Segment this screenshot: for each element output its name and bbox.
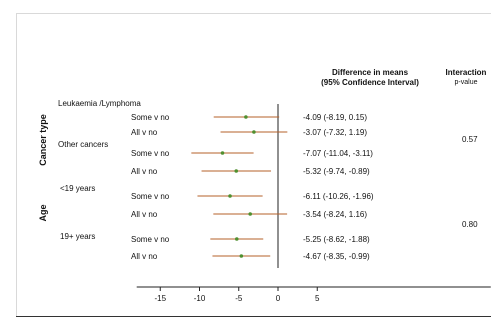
row-label: Some v no xyxy=(131,192,170,201)
point-estimate xyxy=(234,237,239,241)
point-estimate xyxy=(234,169,239,173)
point-estimate xyxy=(220,151,225,155)
subgroup-label: <19 years xyxy=(60,184,95,193)
subgroup-label: 19+ years xyxy=(60,232,95,241)
estimate-text: -5.32 (-9.74, -0.89) xyxy=(303,167,370,176)
interaction-p-value: 0.57 xyxy=(462,135,478,144)
estimate-header-line1: Difference in means xyxy=(332,68,409,77)
estimate-header-line2: (95% Confidence Interval) xyxy=(321,78,419,87)
point-estimate xyxy=(252,130,256,134)
subgroup-label: Other cancers xyxy=(58,140,108,149)
estimate-text: -6.11 (-10.26, -1.96) xyxy=(303,192,374,201)
rows-layer: Cancer type 0.57 Leukaemia /Lymphoma Some v… xyxy=(38,99,478,268)
x-tick-label: -10 xyxy=(194,294,206,303)
estimate-text: -3.07 (-7.32, 1.19) xyxy=(303,128,367,137)
row-label: All v no xyxy=(131,128,158,137)
bottom-border xyxy=(16,316,491,317)
x-axis: -15 -10 -5 0 5 xyxy=(136,286,491,303)
estimate-text: -5.25 (-8.62, -1.88) xyxy=(303,235,370,244)
estimate-text: -3.54 (-8.24, 1.16) xyxy=(303,210,367,219)
interaction-subheader: p-value xyxy=(455,79,478,86)
x-tick-label: -5 xyxy=(235,294,243,303)
left-border xyxy=(16,13,17,317)
point-estimate xyxy=(228,194,232,198)
x-tick-label: 0 xyxy=(276,294,281,303)
interaction-header: Interaction xyxy=(446,68,487,77)
x-tick-label: 5 xyxy=(315,294,320,303)
x-tick-label: -15 xyxy=(154,294,166,303)
point-estimate xyxy=(239,254,244,258)
row-label: All v no xyxy=(131,167,158,176)
estimate-text: -7.07 (-11.04, -3.11) xyxy=(303,149,373,158)
row-label: All v no xyxy=(131,210,158,219)
row-label: All v no xyxy=(131,252,158,261)
row-label: Some v no xyxy=(131,235,170,244)
interaction-p-value: 0.80 xyxy=(462,220,478,229)
point-estimate xyxy=(248,212,253,216)
subgroup-label: Leukaemia /Lymphoma xyxy=(58,99,141,108)
row-label: Some v no xyxy=(131,113,170,122)
point-estimate xyxy=(244,115,248,119)
top-border xyxy=(16,13,491,14)
row-label: Some v no xyxy=(131,149,170,158)
estimate-text: -4.09 (-8.19, 0.15) xyxy=(303,113,367,122)
estimate-text: -4.67 (-8.35, -0.99) xyxy=(303,252,370,261)
group-label: Cancer type xyxy=(38,114,48,166)
group-label: Age xyxy=(38,204,48,221)
